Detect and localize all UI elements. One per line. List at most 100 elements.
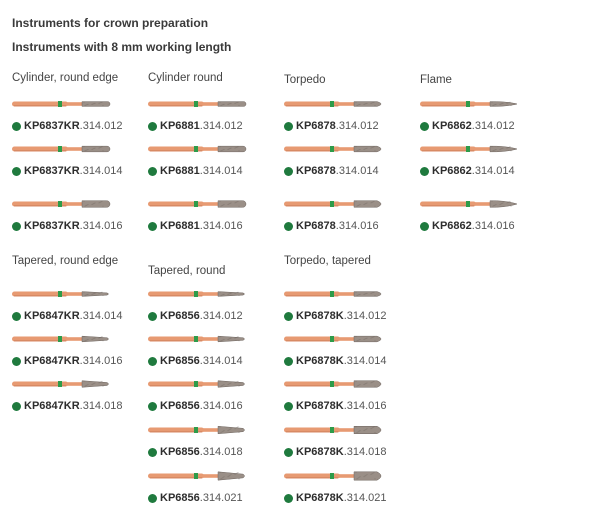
green-ring-marker (194, 336, 198, 342)
product-code: KP6881.314.016 (148, 219, 243, 233)
product-code: KP6847KR .314.016 (12, 354, 122, 368)
bur-flame-graphic (420, 101, 518, 107)
bur-tapered-graphic (148, 291, 245, 297)
product-code-suffix: .314.021 (199, 492, 243, 504)
green-ring-marker (330, 427, 334, 433)
diamond-working-part (217, 101, 247, 107)
product-code: KP6878K .314.018 (284, 445, 387, 459)
diamond-working-part (489, 101, 518, 107)
product-code: KP6881.314.014 (148, 164, 243, 178)
green-dot-icon (284, 401, 293, 411)
product-code-suffix: .314.012 (79, 120, 123, 132)
product-code: KP6878.314.014 (284, 164, 379, 178)
group-title: Torpedo (284, 74, 326, 86)
product-code-bold: KP6862 (432, 220, 472, 232)
bur-cylinder-graphic (148, 101, 247, 107)
diamond-working-part (217, 425, 245, 435)
product-code-suffix: .314.018 (199, 446, 243, 458)
green-dot-icon (420, 121, 429, 131)
green-dot-icon (284, 121, 293, 131)
bur-tapered-graphic (12, 335, 109, 343)
instrument-image (420, 197, 545, 217)
product-code: KP6881.314.012 (148, 119, 243, 133)
product-code-suffix: .314.014 (199, 165, 243, 177)
bur-tapered-graphic (12, 380, 109, 388)
instrument-image (284, 287, 409, 307)
product-code: KP6878.314.012 (284, 119, 379, 133)
diamond-working-part (217, 145, 247, 153)
green-dot-icon (148, 311, 157, 321)
group-title: Tapered, round (148, 265, 226, 277)
product-code: KP6878K .314.014 (284, 354, 387, 368)
product-code-bold: KP6878K (296, 492, 344, 504)
product-code-bold: KP6878K (296, 446, 344, 458)
green-dot-icon (420, 221, 429, 231)
product-code: KP6856.314.012 (148, 309, 243, 323)
product-code: KP6856.314.018 (148, 445, 243, 459)
product-code-bold: KP6881 (160, 165, 200, 177)
group-title: Torpedo, tapered (284, 255, 371, 267)
product-code: KP6862.314.016 (420, 219, 515, 233)
instrument-image (420, 142, 545, 162)
product-code-suffix: .314.016 (199, 220, 243, 232)
product-code-bold: KP6837KR (24, 165, 80, 177)
product-code-bold: KP6862 (432, 165, 472, 177)
diamond-working-part (353, 380, 382, 388)
instrument-image (12, 332, 137, 352)
product-code-bold: KP6878 (296, 220, 336, 232)
product-code: KP6837KR .314.012 (12, 119, 122, 133)
group-title: Tapered, round edge (12, 255, 119, 267)
instrument-image (148, 377, 273, 397)
diamond-working-part (489, 200, 518, 208)
product-code-suffix: .314.012 (199, 310, 243, 322)
bur-tapered-graphic (148, 425, 245, 435)
product-code-suffix: .314.018 (79, 400, 123, 412)
product-code-suffix: .314.014 (343, 355, 387, 367)
product-code-suffix: .314.014 (471, 165, 515, 177)
product-code-bold: KP6878K (296, 310, 344, 322)
product-code: KP6856.314.021 (148, 491, 243, 505)
bur-cylinder-graphic (12, 145, 111, 153)
product-code-bold: KP6837KR (24, 220, 80, 232)
diamond-working-part (217, 335, 245, 343)
product-code-bold: KP6856 (160, 355, 200, 367)
bur-tapered-graphic (148, 380, 245, 388)
product-code-suffix: .314.014 (79, 165, 123, 177)
diamond-working-part (217, 200, 247, 208)
green-ring-marker (194, 473, 198, 479)
diamond-working-part (353, 200, 382, 208)
product-code: KP6847KR .314.018 (12, 399, 122, 413)
green-dot-icon (12, 166, 21, 176)
product-code: KP6837KR .314.016 (12, 219, 122, 233)
product-code-suffix: .314.012 (343, 310, 387, 322)
product-code-suffix: .314.012 (471, 120, 515, 132)
bur-tapered-graphic (148, 335, 245, 343)
page-title: Instruments for crown preparation (12, 16, 209, 30)
green-ring-marker (330, 201, 334, 207)
bur-torpedo-graphic (284, 101, 382, 107)
green-ring-marker (466, 146, 470, 152)
green-dot-icon (284, 221, 293, 231)
product-code-bold: KP6862 (432, 120, 472, 132)
diamond-working-part (217, 291, 245, 297)
product-code-bold: KP6856 (160, 400, 200, 412)
product-code: KP6878K .314.021 (284, 491, 387, 505)
product-code: KP6856.314.014 (148, 354, 243, 368)
green-dot-icon (148, 356, 157, 366)
product-code-bold: KP6878K (296, 400, 344, 412)
instrument-image (284, 97, 409, 117)
diamond-working-part (81, 200, 111, 208)
green-dot-icon (148, 221, 157, 231)
bur-tapered-graphic (12, 291, 109, 297)
product-code-suffix: .314.016 (343, 400, 387, 412)
instrument-image (284, 142, 409, 162)
product-code-bold: KP6847KR (24, 400, 80, 412)
product-code-suffix: .314.018 (343, 446, 387, 458)
green-ring-marker (330, 101, 334, 107)
instrument-image (284, 332, 409, 352)
product-code-bold: KP6881 (160, 220, 200, 232)
diamond-working-part (81, 101, 111, 107)
bur-torpedo-graphic (284, 200, 382, 208)
green-ring-marker (194, 291, 198, 297)
green-dot-icon (148, 493, 157, 503)
